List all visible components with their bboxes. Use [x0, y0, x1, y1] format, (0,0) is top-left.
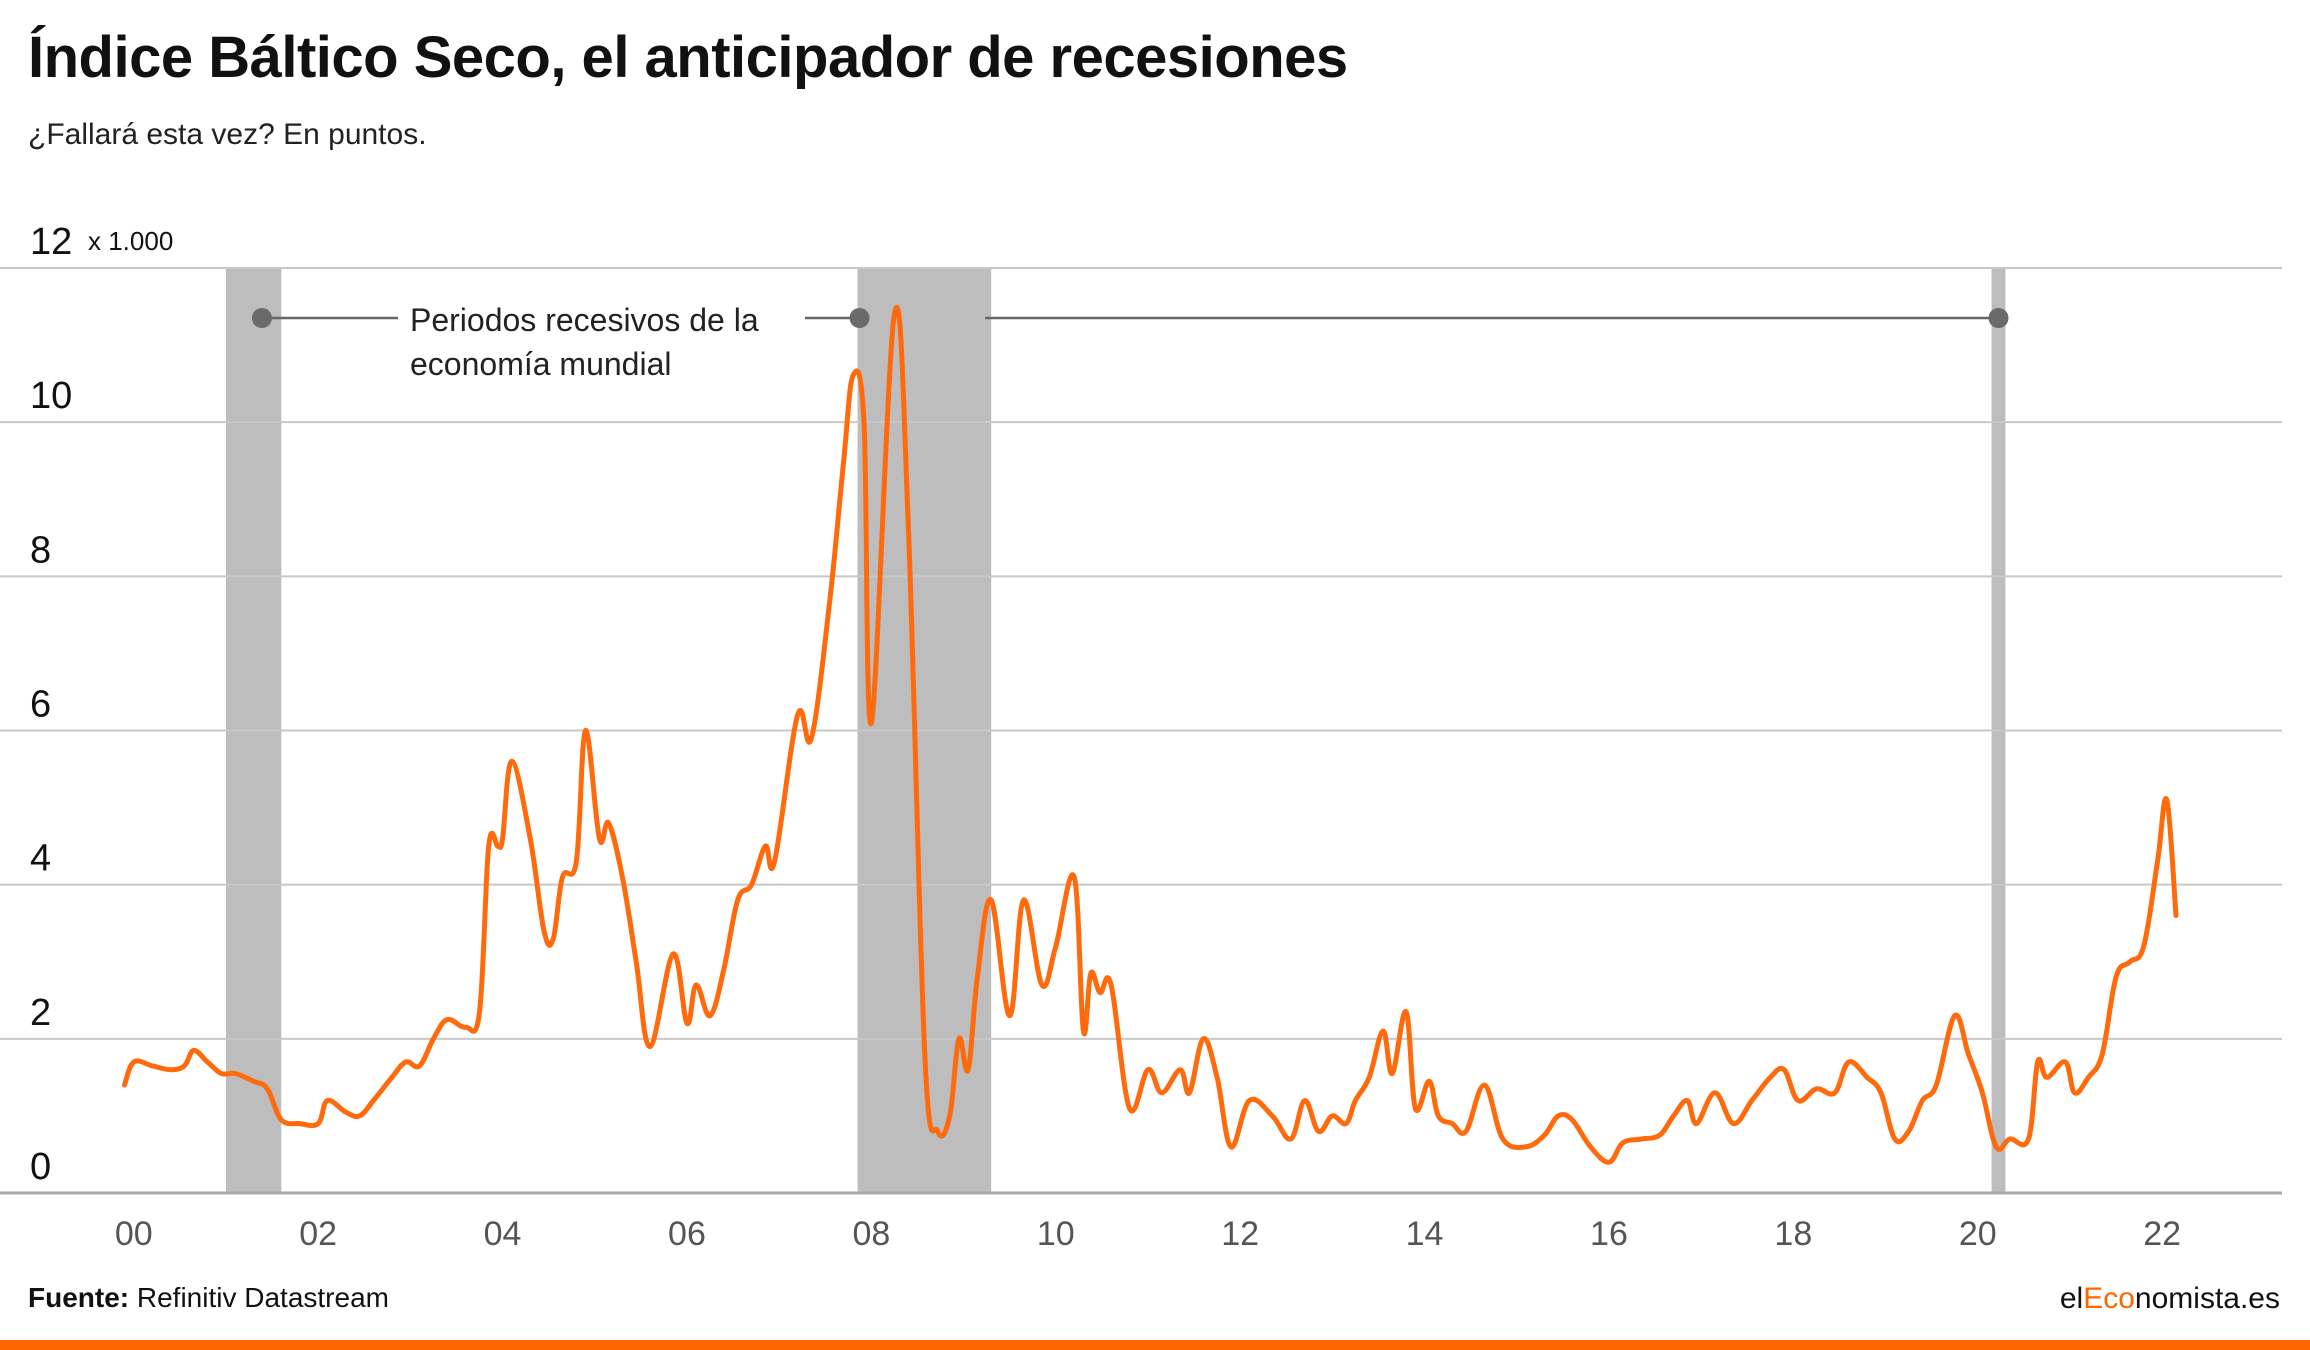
page-title: Índice Báltico Seco, el anticipador de r… [28, 25, 1348, 90]
brand-logo: elEconomista.es [2060, 1282, 2280, 1316]
annotation-dot-1 [251, 308, 272, 328]
x-tick-label-04: 04 [484, 1215, 522, 1253]
brand-prefix: el [2059, 1282, 2084, 1315]
y-tick-label-6: 6 [30, 684, 51, 726]
source-label: Fuente: [28, 1282, 130, 1313]
x-tick-label-18: 18 [1774, 1215, 1812, 1253]
y-tick-label-12: 12 [30, 221, 72, 263]
x-tick-label-12: 12 [1221, 1215, 1259, 1253]
x-tick-label-08: 08 [852, 1215, 890, 1253]
x-tick-label-20: 20 [1959, 1215, 1997, 1253]
recession-annotation-connectors [251, 308, 2009, 328]
brand-accent: Eco [2083, 1282, 2135, 1315]
y-tick-label-0: 0 [30, 1146, 51, 1188]
bottom-accent-bar [0, 1340, 2310, 1350]
y-tick-label-8: 8 [30, 529, 51, 571]
source-note: Fuente: Refinitiv Datastream [28, 1282, 389, 1314]
x-tick-label-00: 00 [115, 1215, 153, 1253]
annotation-line-2: economía mundial [410, 346, 672, 382]
series-line [122, 304, 2179, 1165]
y-tick-label-4: 4 [30, 838, 51, 880]
gridlines [0, 267, 2282, 1195]
x-tick-label-14: 14 [1406, 1215, 1444, 1253]
x-tick-label-22: 22 [2143, 1215, 2181, 1253]
x-tick-label-02: 02 [299, 1215, 337, 1253]
y-axis-unit-label: x 1.000 [88, 226, 173, 256]
annotation-dot-3 [1988, 308, 2009, 328]
y-tick-label-2: 2 [30, 992, 51, 1034]
page-subtitle: ¿Fallará esta vez? En puntos. [28, 118, 427, 151]
annotation-line-1: Periodos recesivos de la [410, 302, 759, 338]
x-tick-label-16: 16 [1590, 1215, 1628, 1253]
annotation-dot-2 [849, 308, 870, 328]
brand-suffix: nomista.es [2134, 1282, 2280, 1315]
recession-annotation: Periodos recesivos de la economía mundia… [410, 298, 759, 386]
y-axis-tick-labels: 0 2 4 6 8 10 12 [30, 221, 72, 1188]
x-tick-label-10: 10 [1037, 1215, 1075, 1253]
x-tick-label-06: 06 [668, 1215, 706, 1253]
y-tick-label-10: 10 [30, 375, 72, 417]
source-text: Refinitiv Datastream [136, 1282, 389, 1313]
x-axis-tick-labels: 00 02 04 06 08 10 12 14 16 18 20 22 [115, 1215, 2181, 1253]
